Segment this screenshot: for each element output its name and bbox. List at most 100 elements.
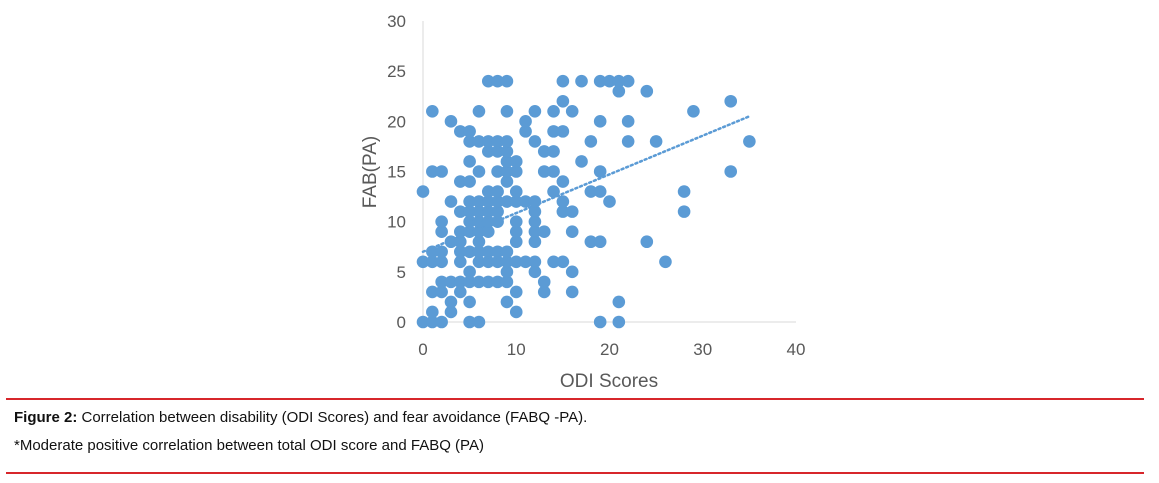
data-point (472, 235, 486, 249)
data-point (500, 135, 514, 148)
data-point (454, 125, 467, 138)
data-point (612, 295, 626, 309)
data-point (509, 155, 523, 168)
x-tick-label: 10 (507, 340, 526, 359)
data-point (500, 165, 514, 178)
data-point (528, 235, 542, 249)
data-point (743, 135, 756, 148)
data-point (463, 265, 476, 279)
data-point (509, 195, 523, 208)
data-point (519, 195, 532, 208)
data-point (500, 275, 514, 289)
data-point (500, 295, 514, 309)
data-point (509, 255, 523, 269)
data-point (556, 205, 570, 218)
data-point (556, 255, 570, 269)
data-point (435, 255, 448, 269)
data-point (444, 295, 458, 309)
data-point (621, 135, 635, 148)
data-point (519, 125, 532, 138)
data-point (528, 135, 542, 148)
data-point (500, 245, 514, 259)
data-point (500, 145, 514, 158)
data-point (416, 315, 430, 329)
data-point (481, 225, 495, 238)
data-point (556, 94, 570, 108)
data-point (528, 255, 542, 269)
data-point (463, 225, 476, 238)
data-point (565, 225, 579, 238)
data-point (537, 165, 551, 178)
data-point (463, 205, 476, 218)
figure-label: Figure 2: (14, 409, 78, 426)
data-point (416, 185, 430, 198)
x-tick-label: 0 (418, 340, 427, 359)
data-point (621, 74, 635, 88)
data-point (500, 255, 514, 269)
data-point (481, 145, 495, 158)
data-point (481, 275, 495, 289)
data-point (603, 74, 616, 88)
data-point (416, 255, 430, 269)
data-point (500, 265, 514, 279)
data-point (454, 245, 467, 259)
data-point (463, 295, 476, 309)
data-point (435, 285, 448, 299)
data-point (547, 145, 560, 158)
data-point (528, 225, 542, 238)
data-point (463, 155, 476, 168)
data-point (491, 215, 504, 228)
data-point (677, 205, 691, 218)
data-point (472, 135, 486, 148)
data-point (472, 165, 486, 178)
data-point (556, 125, 570, 138)
data-point (640, 235, 654, 249)
data-point (612, 74, 626, 88)
data-point (435, 215, 448, 228)
data-point (472, 275, 486, 289)
data-point (454, 255, 467, 269)
data-point (454, 175, 467, 188)
data-point (426, 165, 439, 178)
data-point (435, 315, 448, 329)
y-tick-label: 15 (387, 163, 406, 182)
data-point (500, 105, 514, 118)
y-tick-label: 20 (387, 112, 406, 131)
data-point (481, 205, 495, 218)
tick-labels: 0 10 20 30 40 0 5 10 15 20 25 30 (387, 12, 805, 359)
data-point (509, 235, 523, 249)
data-point (537, 285, 551, 299)
data-point (481, 245, 495, 259)
data-point (724, 165, 738, 178)
data-point (677, 185, 691, 198)
data-point (724, 94, 738, 108)
data-point (509, 165, 523, 178)
x-tick-label: 20 (600, 340, 619, 359)
data-point (640, 84, 654, 98)
x-axis-title: ODI Scores (560, 371, 658, 392)
data-point (565, 105, 579, 118)
data-point (509, 285, 523, 299)
data-point (444, 305, 458, 319)
data-point (537, 145, 551, 158)
data-point (463, 245, 476, 259)
data-point (444, 275, 458, 289)
data-point (435, 225, 448, 238)
data-point (426, 245, 439, 259)
data-point (500, 74, 514, 88)
data-point (454, 225, 467, 238)
data-point (463, 315, 476, 329)
x-tick-label: 40 (787, 340, 806, 359)
data-point (444, 115, 458, 128)
caption-top-rule (6, 398, 1144, 400)
data-point (575, 155, 588, 168)
y-tick-label: 30 (387, 12, 406, 31)
data-point (509, 305, 523, 319)
data-point (463, 195, 476, 208)
data-point (426, 105, 439, 118)
data-point (481, 255, 495, 269)
x-tick-label: 30 (693, 340, 712, 359)
data-point (593, 235, 607, 249)
data-point (454, 285, 467, 299)
data-point (481, 215, 495, 228)
